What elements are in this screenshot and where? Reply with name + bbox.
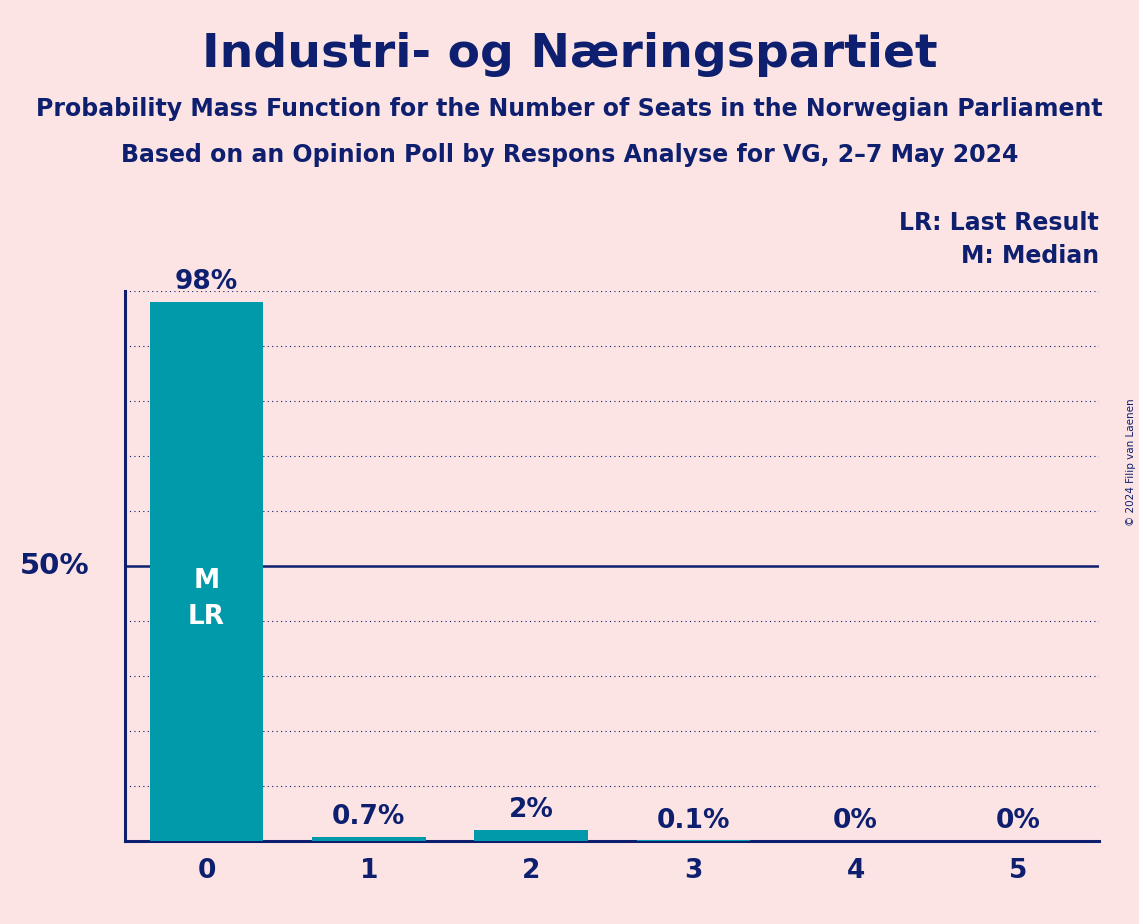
Text: 98%: 98% xyxy=(174,270,238,296)
Text: 2%: 2% xyxy=(509,797,554,823)
Text: LR: Last Result: LR: Last Result xyxy=(900,212,1099,236)
Text: 0.1%: 0.1% xyxy=(656,808,730,834)
Text: 0%: 0% xyxy=(995,808,1040,834)
Text: 0.7%: 0.7% xyxy=(333,805,405,831)
Text: 0%: 0% xyxy=(834,808,878,834)
Text: Based on an Opinion Poll by Respons Analyse for VG, 2–7 May 2024: Based on an Opinion Poll by Respons Anal… xyxy=(121,143,1018,167)
Text: M
LR: M LR xyxy=(188,568,224,630)
Text: 50%: 50% xyxy=(21,552,90,580)
Text: Industri- og Næringspartiet: Industri- og Næringspartiet xyxy=(202,32,937,78)
Text: M: Median: M: Median xyxy=(961,244,1099,268)
Bar xyxy=(474,830,588,841)
Text: © 2024 Filip van Laenen: © 2024 Filip van Laenen xyxy=(1126,398,1136,526)
Bar xyxy=(312,837,426,841)
Text: Probability Mass Function for the Number of Seats in the Norwegian Parliament: Probability Mass Function for the Number… xyxy=(36,97,1103,121)
Bar xyxy=(149,302,263,841)
